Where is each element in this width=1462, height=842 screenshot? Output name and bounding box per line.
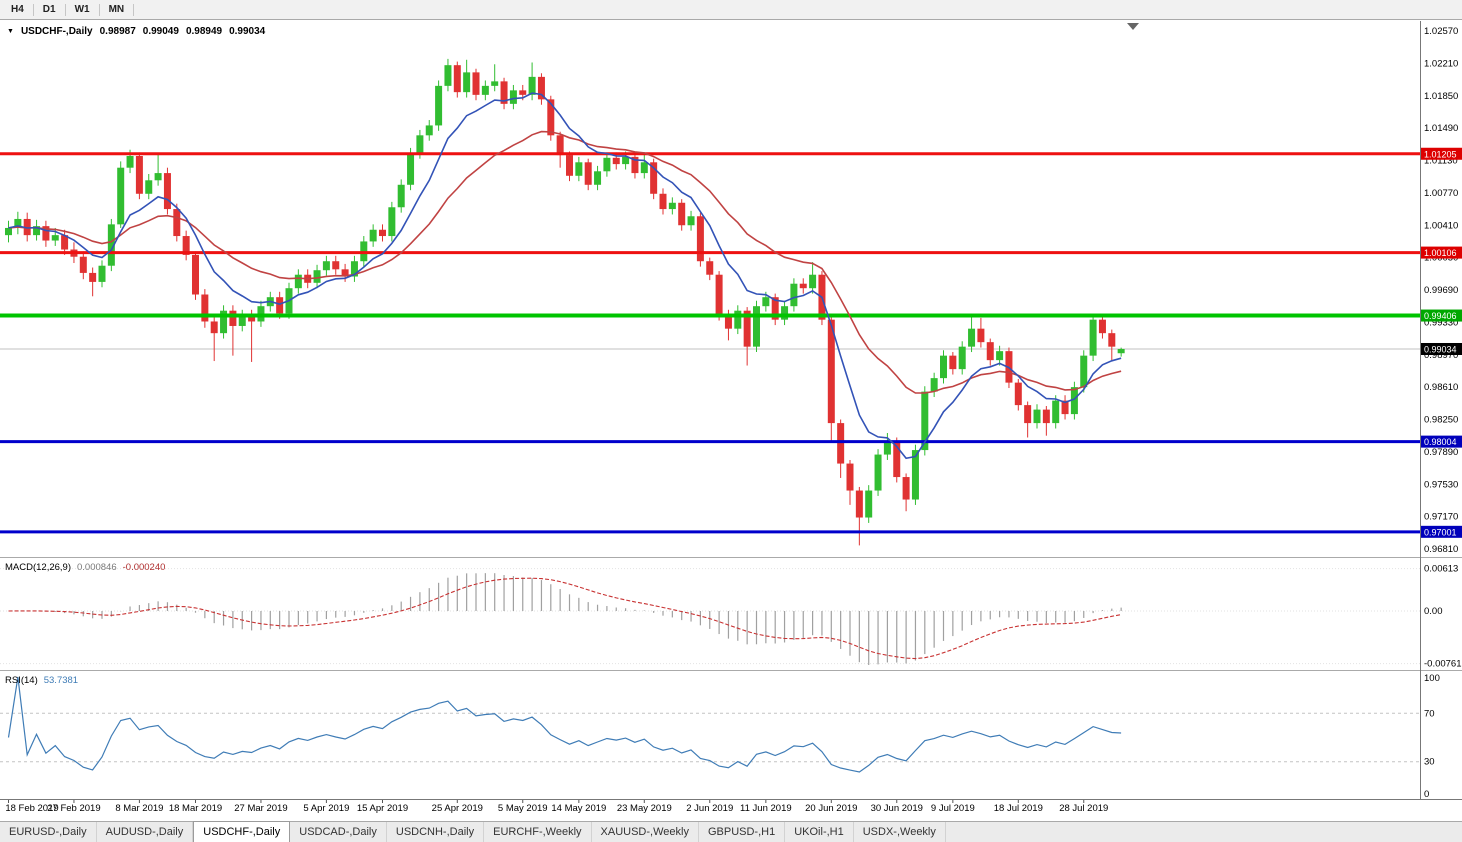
svg-text:18 Feb 2019: 18 Feb 2019 bbox=[5, 803, 58, 814]
rsi-line bbox=[7, 676, 1122, 773]
svg-text:1.02570: 1.02570 bbox=[1424, 26, 1458, 37]
svg-text:70: 70 bbox=[1424, 708, 1435, 719]
svg-text:0.96810: 0.96810 bbox=[1424, 544, 1458, 555]
tab-eurusd-daily[interactable]: EURUSD-,Daily bbox=[0, 822, 97, 842]
svg-text:1.01850: 1.01850 bbox=[1424, 91, 1458, 102]
rsi-name: RSI(14) bbox=[5, 675, 38, 686]
svg-text:15 Apr 2019: 15 Apr 2019 bbox=[357, 803, 408, 814]
svg-text:18 Mar 2019: 18 Mar 2019 bbox=[169, 803, 222, 814]
toolbar-separator bbox=[32, 3, 34, 16]
macd-name: MACD(12,26,9) bbox=[5, 562, 71, 573]
level-price-tag: 1.01205 bbox=[1421, 147, 1462, 160]
svg-text:100: 100 bbox=[1424, 673, 1440, 684]
svg-text:20 Jun 2019: 20 Jun 2019 bbox=[805, 803, 857, 814]
tab-usdcnh-daily[interactable]: USDCNH-,Daily bbox=[387, 822, 485, 842]
tab-usdcad-daily[interactable]: USDCAD-,Daily bbox=[290, 822, 387, 842]
svg-text:18 Jul 2019: 18 Jul 2019 bbox=[994, 803, 1043, 814]
svg-text:1.01490: 1.01490 bbox=[1424, 123, 1458, 134]
svg-text:0.97170: 0.97170 bbox=[1424, 512, 1458, 523]
level-price-tag: 0.97001 bbox=[1421, 525, 1462, 538]
svg-text:0.99690: 0.99690 bbox=[1424, 285, 1458, 296]
svg-text:0.98610: 0.98610 bbox=[1424, 382, 1458, 393]
svg-text:0.98250: 0.98250 bbox=[1424, 415, 1458, 426]
svg-text:0.97890: 0.97890 bbox=[1424, 447, 1458, 458]
rsi-header: RSI(14) 53.7381 bbox=[5, 675, 78, 686]
svg-text:9 Jul 2019: 9 Jul 2019 bbox=[931, 803, 975, 814]
ohlc-open: 0.98987 bbox=[99, 26, 136, 37]
svg-text:1.01205: 1.01205 bbox=[1424, 149, 1457, 159]
timeframe-button-w1[interactable]: W1 bbox=[74, 4, 90, 15]
timeframe-button-h4[interactable]: H4 bbox=[11, 4, 24, 15]
svg-text:1.01130: 1.01130 bbox=[1424, 156, 1458, 167]
symbol-dropdown-icon[interactable]: ▼ bbox=[7, 28, 14, 35]
macd-signal-line bbox=[8, 577, 1122, 660]
moving-average-line bbox=[8, 92, 1122, 460]
svg-text:0.98970: 0.98970 bbox=[1424, 350, 1458, 361]
level-price-tag: 1.00106 bbox=[1421, 246, 1462, 259]
toolbar-separator bbox=[133, 3, 135, 16]
svg-text:1.02210: 1.02210 bbox=[1424, 58, 1458, 69]
svg-text:0.00613: 0.00613 bbox=[1424, 564, 1458, 575]
svg-text:11 Jun 2019: 11 Jun 2019 bbox=[740, 803, 792, 814]
tab-gbpusd-h1[interactable]: GBPUSD-,H1 bbox=[699, 822, 786, 842]
ohlc-low: 0.98949 bbox=[185, 26, 223, 37]
timeframe-button-mn[interactable]: MN bbox=[108, 4, 125, 15]
svg-text:0: 0 bbox=[1424, 789, 1429, 800]
svg-text:0.99034: 0.99034 bbox=[1424, 344, 1457, 354]
chart-tab-bar: EURUSD-,Daily AUDUSD-,Daily USDCHF-,Daily U… bbox=[0, 821, 1462, 842]
chart-ohlc-header: ▼ USDCHF-,Daily 0.98987 0.99049 0.98949 … bbox=[7, 26, 265, 37]
moving-average-line bbox=[8, 130, 1122, 394]
tab-usdchf-daily[interactable]: USDCHF-,Daily bbox=[193, 821, 291, 842]
svg-text:5 Apr 2019: 5 Apr 2019 bbox=[303, 803, 349, 814]
tab-eurchf-weekly[interactable]: EURCHF-,Weekly bbox=[484, 822, 592, 842]
tab-ukoil-h1[interactable]: UKOil-,H1 bbox=[785, 822, 854, 842]
svg-text:0.00: 0.00 bbox=[1424, 606, 1443, 617]
tab-audusd-daily[interactable]: AUDUSD-,Daily bbox=[97, 822, 194, 842]
svg-text:25 Apr 2019: 25 Apr 2019 bbox=[432, 803, 483, 814]
svg-text:1.00410: 1.00410 bbox=[1424, 220, 1458, 231]
level-price-tag: 0.99406 bbox=[1421, 309, 1462, 322]
svg-text:1.00106: 1.00106 bbox=[1424, 248, 1457, 258]
svg-text:23 May 2019: 23 May 2019 bbox=[617, 803, 672, 814]
svg-text:5 May 2019: 5 May 2019 bbox=[498, 803, 548, 814]
svg-text:27 Feb 2019: 27 Feb 2019 bbox=[47, 803, 100, 814]
macd-value-signal: -0.000240 bbox=[122, 562, 166, 573]
level-price-tag: 0.98004 bbox=[1421, 435, 1462, 448]
ohlc-close: 0.99034 bbox=[229, 26, 266, 37]
macd-value-main: 0.000846 bbox=[77, 562, 117, 573]
svg-text:8 Mar 2019: 8 Mar 2019 bbox=[115, 803, 163, 814]
svg-text:-0.00761: -0.00761 bbox=[1424, 659, 1462, 670]
svg-text:14 May 2019: 14 May 2019 bbox=[551, 803, 606, 814]
tab-usdx-weekly[interactable]: USDX-,Weekly bbox=[854, 822, 946, 842]
svg-text:30: 30 bbox=[1424, 757, 1435, 768]
tab-xauusd-weekly[interactable]: XAUUSD-,Weekly bbox=[592, 822, 699, 842]
candlesticks[interactable] bbox=[5, 58, 1125, 546]
macd-histogram bbox=[17, 573, 1122, 665]
svg-text:0.97001: 0.97001 bbox=[1424, 527, 1457, 537]
svg-text:27 Mar 2019: 27 Mar 2019 bbox=[234, 803, 287, 814]
svg-text:2 Jun 2019: 2 Jun 2019 bbox=[686, 803, 733, 814]
ohlc-high: 0.99049 bbox=[142, 26, 179, 37]
svg-text:30 Jun 2019: 30 Jun 2019 bbox=[871, 803, 923, 814]
svg-text:0.99406: 0.99406 bbox=[1424, 311, 1457, 321]
toolbar-separator bbox=[98, 3, 100, 16]
current-price-tag: 0.99034 bbox=[1421, 342, 1462, 355]
chart-shift-marker-icon bbox=[1127, 23, 1139, 30]
chart-title: USDCHF-,Daily bbox=[20, 26, 93, 37]
svg-text:28 Jul 2019: 28 Jul 2019 bbox=[1059, 803, 1108, 814]
price-axis[interactable]: 1.02570 1.02210 1.01850 1.01490 1.01130 1.007… bbox=[1424, 26, 1458, 555]
svg-text:0.98004: 0.98004 bbox=[1424, 437, 1457, 447]
macd-header: MACD(12,26,9) 0.000846 -0.000240 bbox=[5, 562, 165, 573]
svg-text:0.97530: 0.97530 bbox=[1424, 479, 1458, 490]
toolbar-separator bbox=[64, 3, 66, 16]
timeframe-toolbar: H4 D1 W1 MN bbox=[0, 0, 1462, 20]
rsi-value: 53.7381 bbox=[43, 675, 79, 686]
timeframe-button-d1[interactable]: D1 bbox=[42, 4, 56, 15]
svg-text:0.99330: 0.99330 bbox=[1424, 317, 1458, 328]
svg-text:1.00770: 1.00770 bbox=[1424, 188, 1458, 199]
